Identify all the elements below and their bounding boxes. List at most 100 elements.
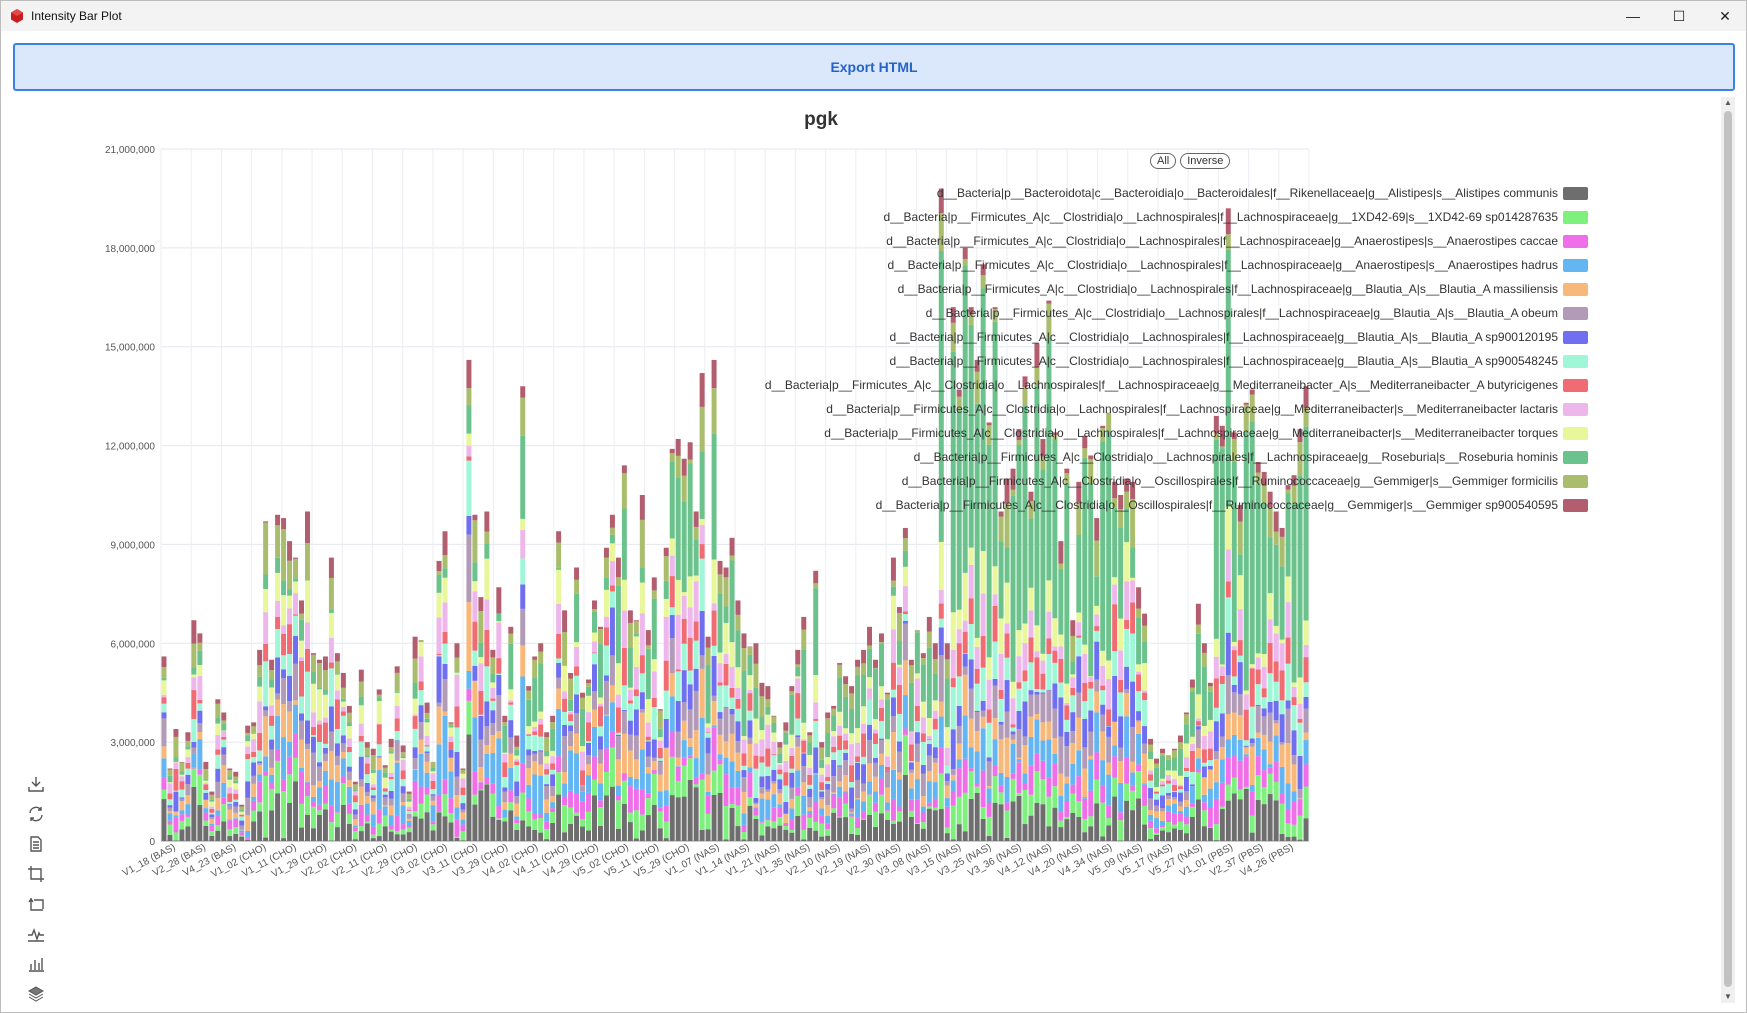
bar-segment <box>454 776 460 796</box>
vertical-scrollbar[interactable]: ▲ ▼ <box>1721 97 1735 1003</box>
legend-item[interactable]: d__Bacteria|p__Firmicutes_A|c__Clostridi… <box>765 229 1588 253</box>
bar-segment <box>1070 661 1076 675</box>
bar-segment <box>520 820 526 841</box>
bar-segment <box>346 803 352 814</box>
bar-segment <box>1207 827 1213 841</box>
bar-segment <box>699 718 705 774</box>
legend-item[interactable]: d__Bacteria|p__Firmicutes_A|c__Clostridi… <box>765 253 1588 277</box>
legend-inverse-button[interactable]: Inverse <box>1180 153 1231 169</box>
bar-segment <box>1177 811 1183 814</box>
scroll-thumb[interactable] <box>1724 111 1732 987</box>
maximize-button[interactable]: ☐ <box>1656 1 1702 31</box>
legend-item[interactable]: d__Bacteria|p__Firmicutes_A|c__Clostridi… <box>765 349 1588 373</box>
legend-item[interactable]: d__Bacteria|p__Bacteroidota|c__Bacteroid… <box>765 181 1588 205</box>
bar-segment <box>1124 666 1130 690</box>
bar-segment <box>729 761 735 788</box>
legend-item[interactable]: d__Bacteria|p__Firmicutes_A|c__Clostridi… <box>765 373 1588 397</box>
line-chart-button[interactable] <box>25 923 47 945</box>
bar-segment <box>723 567 729 578</box>
bar-chart-button[interactable] <box>25 953 47 975</box>
bar-segment <box>322 761 328 771</box>
legend-all-button[interactable]: All <box>1150 153 1177 169</box>
bar-segment <box>1171 778 1177 785</box>
legend-swatch <box>1563 282 1588 296</box>
legend-swatch <box>1563 330 1588 344</box>
legend-item[interactable]: d__Bacteria|p__Firmicutes_A|c__Clostridi… <box>765 445 1588 469</box>
bar-segment <box>1046 300 1052 304</box>
bar-segment <box>825 732 831 758</box>
bar-segment <box>263 643 269 662</box>
bar-segment <box>956 824 962 841</box>
bar-segment <box>544 799 550 813</box>
bar-segment <box>1094 630 1100 642</box>
bar-segment <box>723 606 729 623</box>
export-html-button[interactable]: Export HTML <box>13 43 1735 91</box>
close-button[interactable]: ✕ <box>1702 1 1747 31</box>
bar-segment <box>705 731 711 733</box>
scroll-up-icon[interactable]: ▲ <box>1724 98 1732 107</box>
download-button[interactable] <box>25 773 47 795</box>
bar-segment <box>478 782 484 790</box>
bar-segment <box>334 812 340 828</box>
bar-segment <box>1052 683 1058 709</box>
bar-segment <box>281 518 287 530</box>
bar-segment <box>1124 693 1130 717</box>
bar-segment <box>1261 708 1267 717</box>
refresh-button[interactable] <box>25 803 47 825</box>
bar-segment <box>867 781 873 794</box>
bar-segment <box>478 597 484 612</box>
bar-segment <box>1201 766 1207 778</box>
legend-item[interactable]: d__Bacteria|p__Firmicutes_A|c__Clostridi… <box>765 397 1588 421</box>
legend-item[interactable]: d__Bacteria|p__Firmicutes_A|c__Clostridi… <box>765 277 1588 301</box>
bar-segment <box>867 724 873 741</box>
bar-segment <box>209 835 215 841</box>
bar-segment <box>215 699 221 704</box>
bar-segment <box>424 761 430 773</box>
bar-segment <box>902 623 908 661</box>
bar-segment <box>550 756 556 764</box>
bar-segment <box>406 826 412 828</box>
bar-segment <box>287 701 293 712</box>
bar-segment <box>639 582 645 614</box>
bar-segment <box>615 694 621 708</box>
bar-segment <box>801 782 807 796</box>
legend-item[interactable]: d__Bacteria|p__Firmicutes_A|c__Clostridi… <box>765 469 1588 493</box>
bar-segment <box>1201 826 1207 841</box>
bar-segment <box>867 626 873 646</box>
legend-item[interactable]: d__Bacteria|p__Firmicutes_A|c__Clostridi… <box>765 325 1588 349</box>
bar-segment <box>251 751 257 758</box>
bar-segment <box>1112 777 1118 797</box>
bar-segment <box>275 600 281 617</box>
bar-segment <box>233 793 239 800</box>
legend-swatch <box>1563 306 1588 320</box>
legend-item[interactable]: d__Bacteria|p__Firmicutes_A|c__Clostridi… <box>765 205 1588 229</box>
minimize-button[interactable]: — <box>1610 1 1656 31</box>
scroll-down-icon[interactable]: ▼ <box>1724 992 1732 1001</box>
bar-segment <box>1207 765 1213 770</box>
data-view-button[interactable] <box>25 833 47 855</box>
bar-segment <box>299 640 304 658</box>
legend-item[interactable]: d__Bacteria|p__Firmicutes_A|c__Clostridi… <box>765 493 1588 517</box>
bar-segment <box>233 806 239 813</box>
bar-segment <box>783 730 789 733</box>
legend-item[interactable]: d__Bacteria|p__Firmicutes_A|c__Clostridi… <box>765 301 1588 325</box>
bar-segment <box>442 568 448 578</box>
bar-segment <box>251 796 257 801</box>
bar-segment <box>1004 478 1010 504</box>
bar-segment <box>849 733 855 745</box>
bar-segment <box>406 832 412 841</box>
bar-segment <box>819 747 825 760</box>
bar-segment <box>825 777 831 782</box>
bar-segment <box>693 621 699 641</box>
bar-segment <box>1028 501 1034 519</box>
stacked-bar-chart[interactable]: 03,000,0006,000,0009,000,00012,000,00015… <box>1 97 1719 1007</box>
legend-item[interactable]: d__Bacteria|p__Firmicutes_A|c__Clostridi… <box>765 421 1588 445</box>
bar-segment <box>179 781 185 790</box>
bar-segment <box>795 735 801 738</box>
bar-segment <box>603 795 609 841</box>
stack-button[interactable] <box>25 983 47 1005</box>
bar-segment <box>496 613 502 622</box>
zoom-reset-button[interactable] <box>25 893 47 915</box>
bar-segment <box>550 750 556 757</box>
zoom-button[interactable] <box>25 863 47 885</box>
